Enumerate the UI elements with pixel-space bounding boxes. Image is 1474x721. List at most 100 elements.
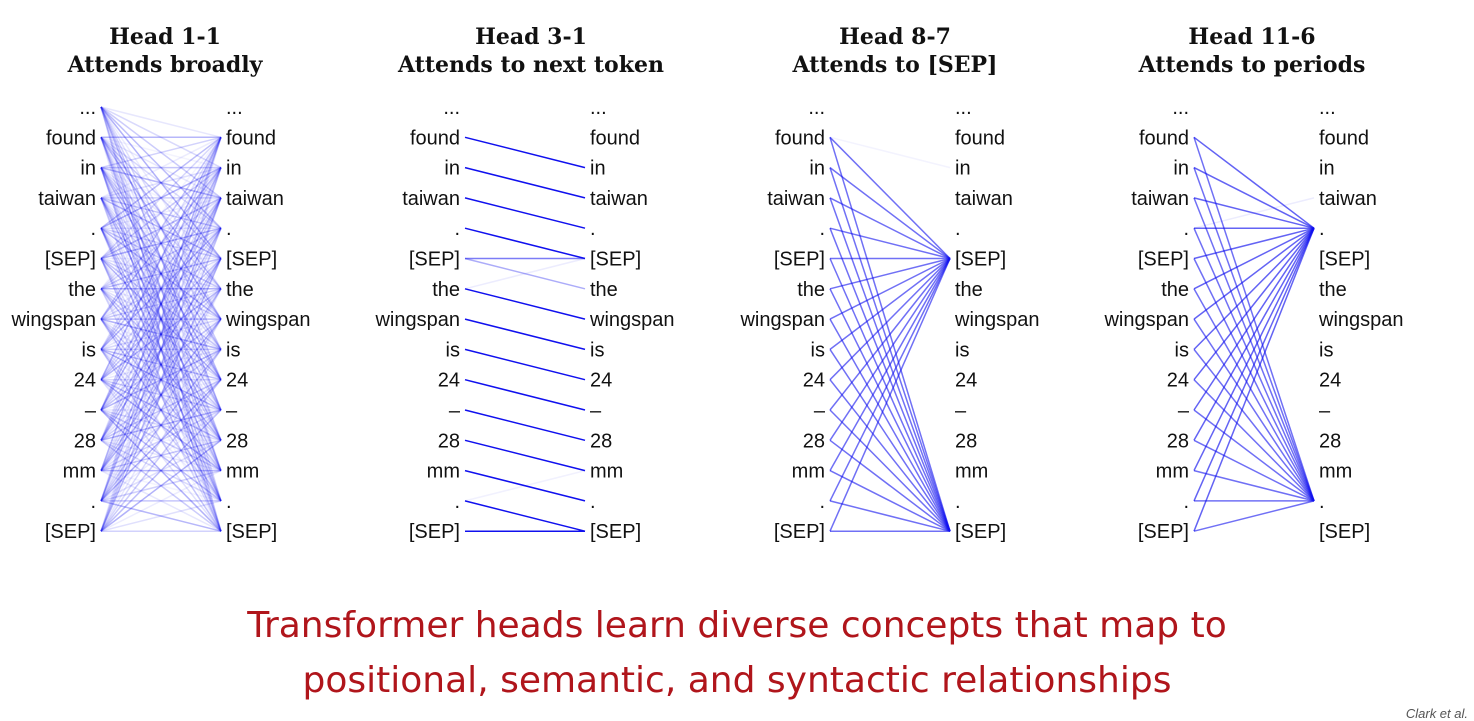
attention-line bbox=[465, 289, 585, 319]
right-token: 24 bbox=[226, 370, 248, 392]
right-token: . bbox=[955, 491, 961, 513]
attention-line bbox=[830, 501, 950, 531]
left-token: – bbox=[85, 400, 97, 422]
attention-line bbox=[830, 259, 950, 501]
head-subtitle: Attends to [SEP] bbox=[792, 52, 998, 78]
left-token: . bbox=[1183, 218, 1189, 240]
right-token: in bbox=[955, 158, 971, 180]
right-token: in bbox=[226, 158, 242, 180]
caption-line-1: Transformer heads learn diverse concepts… bbox=[0, 598, 1474, 653]
attention-line bbox=[465, 501, 585, 531]
left-token: mm bbox=[63, 461, 96, 483]
left-token: [SEP] bbox=[1138, 249, 1189, 271]
attention-line bbox=[830, 380, 950, 532]
right-token: is bbox=[955, 339, 969, 361]
attention-line bbox=[1194, 380, 1314, 501]
head-subtitle: Attends broadly bbox=[67, 52, 264, 78]
right-token: [SEP] bbox=[226, 249, 277, 271]
right-token: 24 bbox=[955, 370, 977, 392]
right-token: . bbox=[1319, 218, 1325, 240]
head-title: Head 3-1 bbox=[475, 24, 587, 50]
attention-line bbox=[830, 259, 950, 411]
attention-line bbox=[465, 349, 585, 379]
left-token: wingspan bbox=[374, 309, 460, 331]
right-token: [SEP] bbox=[1319, 521, 1370, 543]
right-token: the bbox=[955, 279, 983, 301]
right-token: – bbox=[590, 400, 602, 422]
caption: Transformer heads learn diverse concepts… bbox=[0, 598, 1474, 708]
left-token: [SEP] bbox=[774, 521, 825, 543]
attention-line bbox=[1194, 137, 1314, 228]
left-token: is bbox=[1175, 339, 1189, 361]
right-token: . bbox=[226, 218, 232, 240]
right-token: – bbox=[955, 400, 967, 422]
left-token: mm bbox=[427, 461, 460, 483]
left-token: the bbox=[797, 279, 825, 301]
right-token: mm bbox=[590, 461, 623, 483]
left-token: the bbox=[432, 279, 460, 301]
right-token: . bbox=[226, 491, 232, 513]
right-token: the bbox=[590, 279, 618, 301]
right-token: 28 bbox=[590, 430, 612, 452]
left-token: 28 bbox=[1167, 430, 1189, 452]
right-token: wingspan bbox=[225, 309, 311, 331]
left-token: is bbox=[82, 339, 96, 361]
left-token: [SEP] bbox=[45, 521, 96, 543]
right-token: mm bbox=[1319, 461, 1352, 483]
left-token: ... bbox=[808, 97, 825, 119]
right-token: found bbox=[226, 127, 276, 149]
left-token: [SEP] bbox=[45, 249, 96, 271]
left-token: 24 bbox=[1167, 370, 1189, 392]
right-token: 24 bbox=[1319, 370, 1341, 392]
right-token: [SEP] bbox=[1319, 249, 1370, 271]
left-token: found bbox=[46, 127, 96, 149]
attention-line bbox=[830, 259, 950, 380]
right-token: [SEP] bbox=[226, 521, 277, 543]
right-token: found bbox=[955, 127, 1005, 149]
right-token: wingspan bbox=[1318, 309, 1404, 331]
attention-line bbox=[1194, 501, 1314, 531]
head-title: Head 11-6 bbox=[1188, 24, 1315, 50]
left-token: . bbox=[90, 218, 96, 240]
head-subtitle: Attends to next token bbox=[397, 52, 664, 78]
right-token: 28 bbox=[226, 430, 248, 452]
left-token: in bbox=[444, 158, 460, 180]
left-token: the bbox=[1161, 279, 1189, 301]
right-token: . bbox=[955, 218, 961, 240]
attention-line bbox=[830, 137, 950, 167]
left-token: the bbox=[68, 279, 96, 301]
right-token: is bbox=[1319, 339, 1333, 361]
left-token: 28 bbox=[438, 430, 460, 452]
right-token: in bbox=[1319, 158, 1335, 180]
right-token: taiwan bbox=[955, 188, 1013, 210]
right-token: 28 bbox=[955, 430, 977, 452]
left-token: [SEP] bbox=[409, 521, 460, 543]
left-token: wingspan bbox=[739, 309, 825, 331]
attention-line bbox=[465, 380, 585, 410]
left-token: [SEP] bbox=[409, 249, 460, 271]
left-token: taiwan bbox=[767, 188, 825, 210]
left-token: mm bbox=[792, 461, 825, 483]
left-token: wingspan bbox=[10, 309, 96, 331]
left-token: . bbox=[1183, 491, 1189, 513]
left-token: mm bbox=[1156, 461, 1189, 483]
right-token: 28 bbox=[1319, 430, 1341, 452]
left-token: found bbox=[1139, 127, 1189, 149]
right-token: . bbox=[590, 218, 596, 240]
right-token: wingspan bbox=[954, 309, 1040, 331]
left-token: is bbox=[811, 339, 825, 361]
left-token: wingspan bbox=[1103, 309, 1189, 331]
right-token: taiwan bbox=[1319, 188, 1377, 210]
left-token: is bbox=[446, 339, 460, 361]
attention-line bbox=[101, 107, 221, 137]
left-token: 28 bbox=[74, 430, 96, 452]
head-3-diagram: Head 8-7Attends to [SEP]... ...found found… bbox=[739, 24, 1039, 543]
left-token: 24 bbox=[74, 370, 96, 392]
attention-line bbox=[465, 168, 585, 198]
head-2-diagram: Head 3-1Attends to next token... ...found… bbox=[374, 24, 674, 543]
right-token: ... bbox=[1319, 97, 1336, 119]
attention-line bbox=[465, 319, 585, 349]
attention-line bbox=[830, 168, 950, 259]
right-token: [SEP] bbox=[590, 249, 641, 271]
